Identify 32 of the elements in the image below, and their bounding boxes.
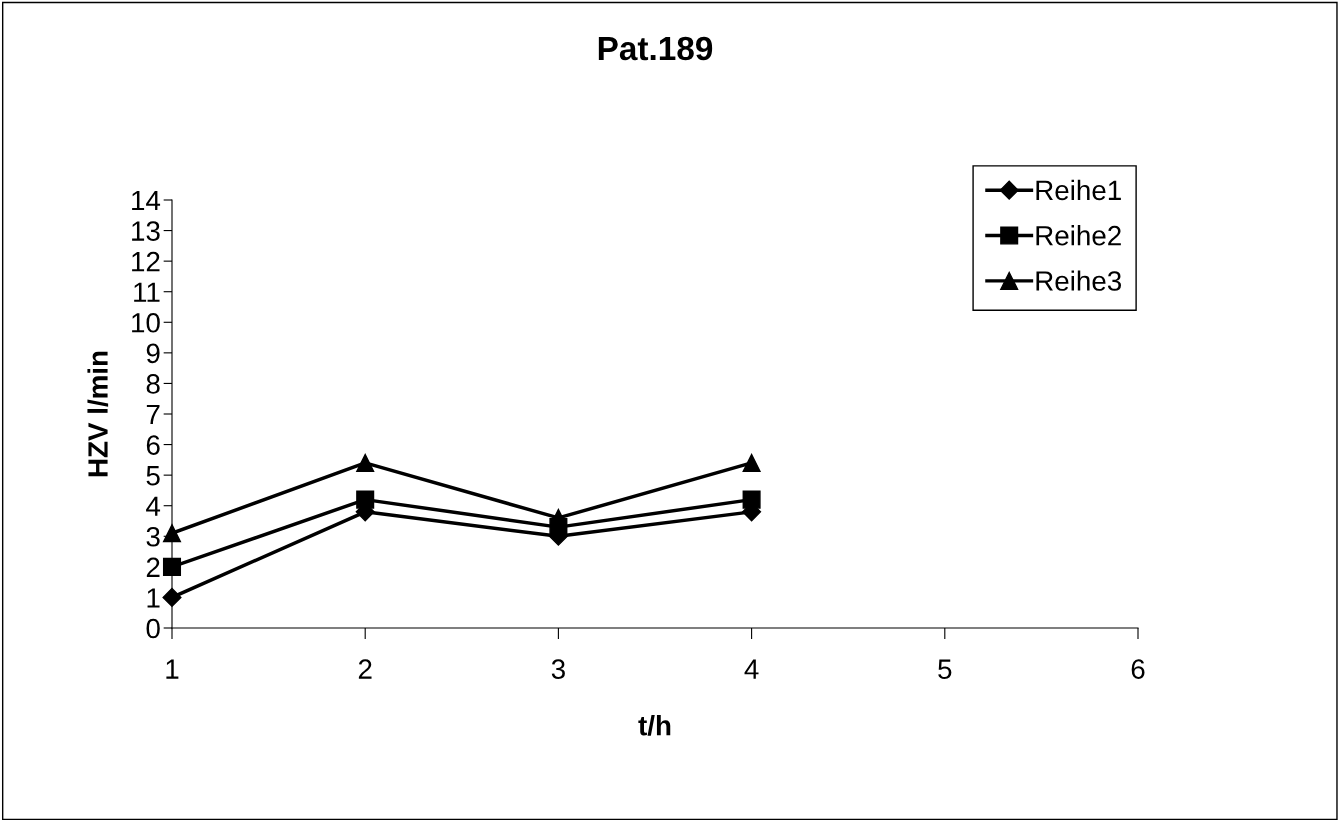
legend-label: Reihe2 [1036, 225, 1121, 246]
point [356, 453, 375, 472]
x-tick-label: 1 [166, 659, 179, 679]
x-tick-label: 2 [358, 659, 372, 679]
y-tick-label: 9 [146, 343, 160, 364]
y-tick-label: 1 [147, 588, 160, 608]
x-tick-label: 6 [1131, 659, 1145, 679]
y-tick-label: 3 [146, 526, 160, 547]
point [742, 490, 761, 509]
y-tick-label: 2 [146, 557, 160, 577]
point [742, 453, 761, 472]
y-tick-label: 14 [132, 190, 161, 211]
y-tick-label: 12 [132, 251, 160, 272]
legend-label: Reihe3 [1036, 270, 1122, 291]
y-tick-label: 5 [146, 466, 160, 486]
x-tick-label: 4 [744, 659, 759, 679]
x-tick-label: 3 [551, 659, 565, 679]
y-tick-label: 7 [146, 404, 160, 425]
x-axis-title: t/h [638, 715, 671, 736]
y-tick-label: 10 [132, 312, 160, 333]
y-axis-title: HZV l/min [87, 351, 109, 477]
y-tick-label: 11 [134, 282, 160, 302]
y-tick-label: 13 [132, 221, 160, 241]
y-tick-label: 8 [146, 374, 160, 394]
point [356, 490, 375, 509]
y-tick-label: 6 [146, 435, 160, 455]
y-tick-label: 4 [146, 496, 161, 516]
point [162, 557, 182, 576]
chart-title: Pat.189 [598, 36, 713, 61]
legend-label: Reihe1 [1036, 179, 1121, 201]
y-tick-label: 0 [146, 618, 160, 639]
x-tick-label: 5 [938, 659, 952, 679]
